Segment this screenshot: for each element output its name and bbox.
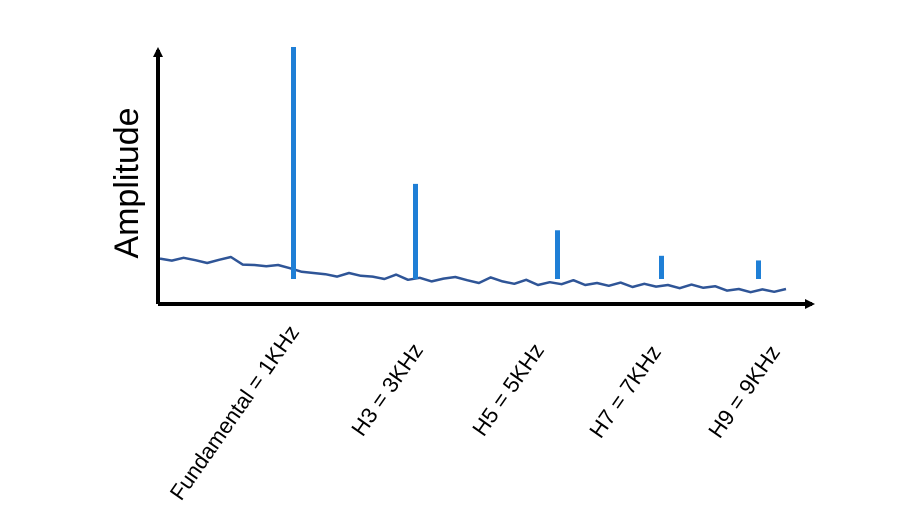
x-tick-label-5: H9 = 9KHz — [703, 341, 785, 443]
axes-layer — [153, 47, 815, 309]
harmonic-bar-3 — [555, 230, 560, 279]
harmonic-bar-4 — [659, 255, 664, 279]
x-tick-label-3: H5 = 5KHz — [467, 339, 549, 441]
x-tick-label-4: H7 = 7KHz — [584, 341, 666, 443]
harmonic-bar-2 — [413, 183, 418, 279]
harmonic-bar-1 — [291, 47, 296, 279]
x-tick-label-2: H3 = 3KHz — [346, 339, 428, 441]
harmonic-bar-5 — [756, 260, 761, 279]
tick-labels-layer: Fundamental = 1KHz H3 = 3KHz H5 = 5KHz H7 =… — [165, 321, 785, 505]
harmonic-bars-layer — [291, 47, 761, 279]
noise-floor-line — [159, 255, 787, 294]
noise-floor-layer — [159, 255, 787, 294]
x-tick-label-1: Fundamental = 1KHz — [165, 321, 304, 505]
y-axis-label: Amplitude — [108, 107, 146, 258]
